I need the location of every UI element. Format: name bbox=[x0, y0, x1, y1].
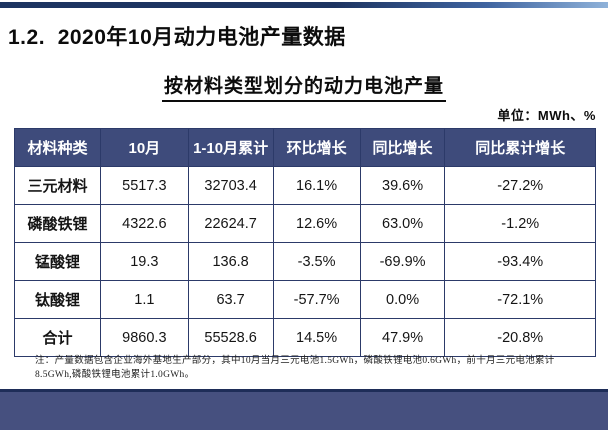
unit-label: 单位：MWh、% bbox=[497, 108, 596, 123]
col-header-yoy-cum-growth: 同比累计增长 bbox=[444, 128, 596, 167]
table-cell: -69.9% bbox=[359, 242, 446, 281]
row-label-total: 合计 bbox=[14, 318, 101, 357]
row-label: 磷酸铁锂 bbox=[14, 204, 101, 243]
table-cell: 47.9% bbox=[359, 318, 446, 357]
table-cell: 9860.3 bbox=[99, 318, 189, 357]
col-header-cumulative: 1-10月累计 bbox=[187, 128, 274, 167]
row-label: 钛酸锂 bbox=[14, 280, 101, 319]
row-label: 三元材料 bbox=[14, 166, 101, 205]
table-cell: 22624.7 bbox=[187, 204, 274, 243]
table-cell: -72.1% bbox=[444, 280, 596, 319]
bottom-accent-band bbox=[0, 389, 608, 430]
col-header-october: 10月 bbox=[99, 128, 189, 167]
table-row: 磷酸铁锂 4322.6 22624.7 12.6% 63.0% -1.2% bbox=[14, 204, 596, 243]
top-accent-bar bbox=[0, 2, 608, 8]
table-cell: 1.1 bbox=[99, 280, 189, 319]
row-label: 锰酸锂 bbox=[14, 242, 101, 281]
table-cell: 0.0% bbox=[359, 280, 446, 319]
table-cell: -20.8% bbox=[444, 318, 596, 357]
table-row: 三元材料 5517.3 32703.4 16.1% 39.6% -27.2% bbox=[14, 166, 596, 205]
table-cell: 63.0% bbox=[359, 204, 446, 243]
table-cell: 14.5% bbox=[272, 318, 361, 357]
battery-production-table: 材料种类 10月 1-10月累计 环比增长 同比增长 同比累计增长 三元材料 5… bbox=[14, 128, 596, 357]
table-cell: 5517.3 bbox=[99, 166, 189, 205]
table-cell: 39.6% bbox=[359, 166, 446, 205]
page-title: 1.2. 2020年10月动力电池产量数据 bbox=[8, 26, 346, 49]
table-cell: -3.5% bbox=[272, 242, 361, 281]
col-header-mom-growth: 环比增长 bbox=[272, 128, 361, 167]
table-cell: -93.4% bbox=[444, 242, 596, 281]
table-cell: -27.2% bbox=[444, 166, 596, 205]
footnote-line-2: 8.5GWh,磷酸铁锂电池累计1.0GWh。 bbox=[35, 370, 195, 380]
table-cell: 63.7 bbox=[187, 280, 274, 319]
table-row: 锰酸锂 19.3 136.8 -3.5% -69.9% -93.4% bbox=[14, 242, 596, 281]
table-cell: 12.6% bbox=[272, 204, 361, 243]
table-header-row: 材料种类 10月 1-10月累计 环比增长 同比增长 同比累计增长 bbox=[14, 128, 596, 167]
table-cell: 16.1% bbox=[272, 166, 361, 205]
table-cell: 55528.6 bbox=[187, 318, 274, 357]
footnote-line-1: 注：产量数据包含企业海外基地生产部分，其中10月当月三元电池1.5GWh，磷酸铁… bbox=[35, 356, 555, 366]
footnote: 注：产量数据包含企业海外基地生产部分，其中10月当月三元电池1.5GWh，磷酸铁… bbox=[35, 354, 595, 382]
table-cell: 4322.6 bbox=[99, 204, 189, 243]
table-cell: -1.2% bbox=[444, 204, 596, 243]
table-row: 钛酸锂 1.1 63.7 -57.7% 0.0% -72.1% bbox=[14, 280, 596, 319]
table-title: 按材料类型划分的动力电池产量 bbox=[161, 71, 446, 102]
table-total-row: 合计 9860.3 55528.6 14.5% 47.9% -20.8% bbox=[14, 318, 596, 357]
table-title-wrap: 按材料类型划分的动力电池产量 bbox=[0, 71, 608, 102]
table-cell: 136.8 bbox=[187, 242, 274, 281]
col-header-yoy-growth: 同比增长 bbox=[359, 128, 446, 167]
table-cell: 19.3 bbox=[99, 242, 189, 281]
table-cell: 32703.4 bbox=[187, 166, 274, 205]
table-cell: -57.7% bbox=[272, 280, 361, 319]
col-header-material: 材料种类 bbox=[14, 128, 101, 167]
